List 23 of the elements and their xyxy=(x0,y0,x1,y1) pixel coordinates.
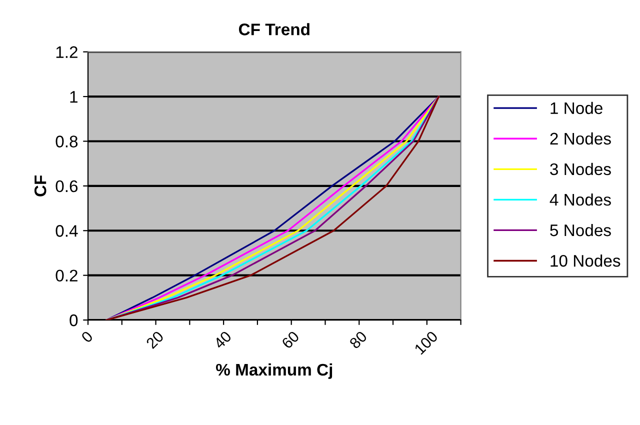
y-tick-label: 0.4 xyxy=(56,225,78,237)
y-tick-label: 0 xyxy=(70,314,78,326)
y-tick-label: 0.2 xyxy=(56,270,78,282)
legend-label: 2 Nodes xyxy=(550,132,611,145)
y-axis-title: CF xyxy=(34,175,46,196)
x-tick-label: 20 xyxy=(146,330,164,350)
x-tick-label: 40 xyxy=(213,330,232,350)
y-tick-label: 1 xyxy=(70,91,78,103)
x-tick-label: 60 xyxy=(281,330,300,350)
legend-label: 1 Node xyxy=(550,102,602,114)
legend-label: 10 Nodes xyxy=(550,254,620,267)
legend-label: 5 Nodes xyxy=(550,224,611,236)
x-tick-label: 80 xyxy=(348,330,368,350)
chart-title: CF Trend xyxy=(238,23,310,36)
line-series xyxy=(106,96,440,320)
y-tick-label: 1.2 xyxy=(56,46,78,58)
x-axis-title: % Maximum Cj xyxy=(216,363,332,379)
x-tick-label: 100 xyxy=(414,330,438,355)
y-tick-label: 0.6 xyxy=(56,180,78,192)
legend-label: 3 Nodes xyxy=(550,162,611,176)
y-tick-label: 0.8 xyxy=(56,136,78,148)
legend-label: 4 Nodes xyxy=(550,193,611,206)
x-tick-label: 0 xyxy=(80,330,94,344)
